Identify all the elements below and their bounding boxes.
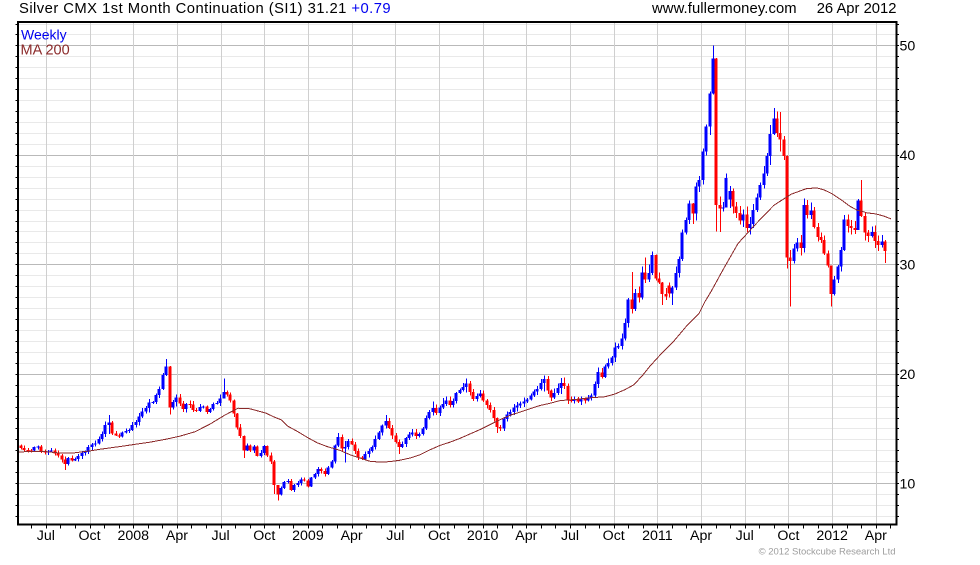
svg-text:Apr: Apr: [341, 528, 363, 544]
svg-text:26 Apr 2012: 26 Apr 2012: [817, 1, 897, 17]
svg-text:Apr: Apr: [690, 528, 712, 544]
svg-text:Apr: Apr: [166, 528, 188, 544]
svg-text:Oct: Oct: [777, 528, 799, 544]
svg-text:Jul: Jul: [561, 528, 579, 544]
svg-text:Silver CMX 1st Month Continuat: Silver CMX 1st Month Continuation (SI1) …: [19, 1, 391, 17]
svg-text:Jul: Jul: [386, 528, 404, 544]
svg-text:Oct: Oct: [603, 528, 625, 544]
svg-text:40: 40: [900, 148, 916, 164]
svg-text:30: 30: [900, 257, 916, 273]
svg-text:10: 10: [900, 476, 916, 492]
svg-text:2010: 2010: [467, 528, 499, 544]
svg-text:www.fullermoney.com: www.fullermoney.com: [651, 1, 797, 17]
svg-text:2008: 2008: [117, 528, 149, 544]
svg-text:Weekly: Weekly: [21, 27, 67, 43]
svg-text:Jul: Jul: [212, 528, 230, 544]
svg-text:2011: 2011: [642, 528, 673, 544]
svg-text:Oct: Oct: [428, 528, 450, 544]
svg-text:© 2012 Stockcube Research Ltd: © 2012 Stockcube Research Ltd: [759, 547, 896, 558]
svg-text:20: 20: [900, 367, 916, 383]
svg-text:50: 50: [900, 39, 916, 55]
svg-text:Apr: Apr: [515, 528, 537, 544]
svg-text:MA 200: MA 200: [21, 43, 70, 59]
svg-text:Jul: Jul: [736, 528, 754, 544]
svg-text:2012: 2012: [816, 528, 848, 544]
svg-text:Jul: Jul: [37, 528, 55, 544]
svg-text:2009: 2009: [292, 528, 324, 544]
svg-text:Apr: Apr: [865, 528, 887, 544]
svg-text:Oct: Oct: [79, 528, 101, 544]
svg-text:Oct: Oct: [253, 528, 275, 544]
